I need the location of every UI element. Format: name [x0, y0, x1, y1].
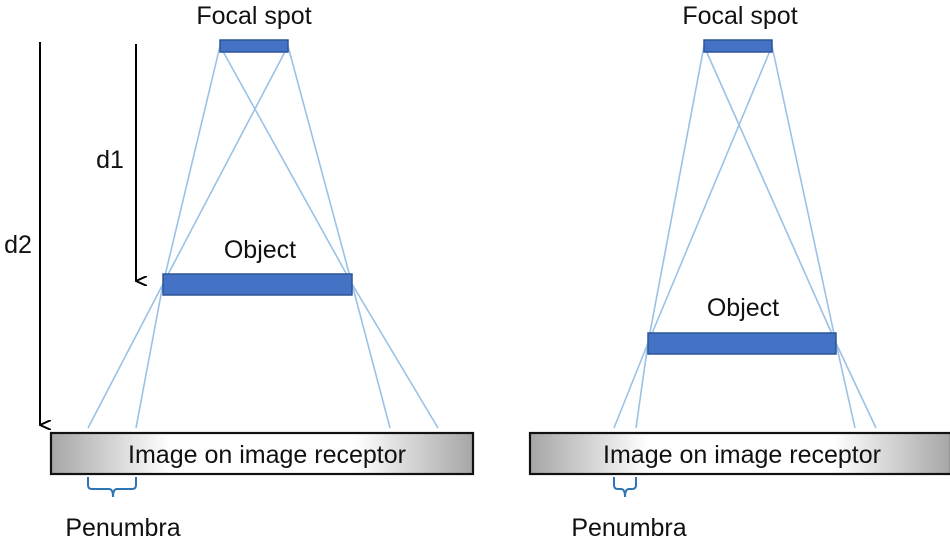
left-penumbra-label: Penumbra	[65, 514, 180, 542]
right-penumbra-label: Penumbra	[571, 514, 686, 542]
right-penumbra-brace	[613, 477, 637, 498]
left-ray	[287, 45, 353, 285]
left-ray	[162, 45, 221, 285]
d1-label: d1	[96, 146, 124, 174]
right-object-label: Object	[707, 294, 779, 322]
left-object-label: Object	[224, 236, 296, 264]
right-focal-spot-label: Focal spot	[682, 2, 797, 30]
left-focal-spot	[219, 39, 289, 53]
right-diagram: Focal spot Object Image on image recepto…	[528, 2, 950, 542]
left-receptor-label: Image on image receptor	[128, 441, 406, 469]
right-rays	[613, 45, 877, 429]
left-ray	[351, 283, 391, 429]
right-receptor-label: Image on image receptor	[603, 441, 881, 469]
right-focal-spot	[703, 39, 773, 53]
right-ray	[613, 342, 649, 429]
right-ray	[703, 45, 837, 344]
right-ray	[635, 342, 649, 429]
right-object	[647, 332, 837, 355]
left-object	[162, 273, 353, 296]
right-ray	[647, 45, 705, 344]
left-focal-spot-label: Focal spot	[196, 2, 311, 30]
left-diagram: Focal spot Object d2 d1 Image on image r…	[4, 2, 475, 542]
left-ray	[87, 283, 164, 429]
right-ray	[647, 45, 773, 344]
left-ray	[162, 45, 289, 285]
right-ray	[835, 342, 856, 429]
left-rays	[87, 45, 439, 429]
left-ray	[135, 283, 164, 429]
right-image-receptor	[528, 431, 950, 476]
left-ray	[351, 283, 439, 429]
left-penumbra-brace	[87, 477, 137, 498]
left-ray	[219, 45, 353, 285]
right-ray	[771, 45, 837, 344]
d2-label: d2	[4, 231, 32, 259]
left-image-receptor	[49, 431, 475, 476]
right-ray	[835, 342, 877, 429]
